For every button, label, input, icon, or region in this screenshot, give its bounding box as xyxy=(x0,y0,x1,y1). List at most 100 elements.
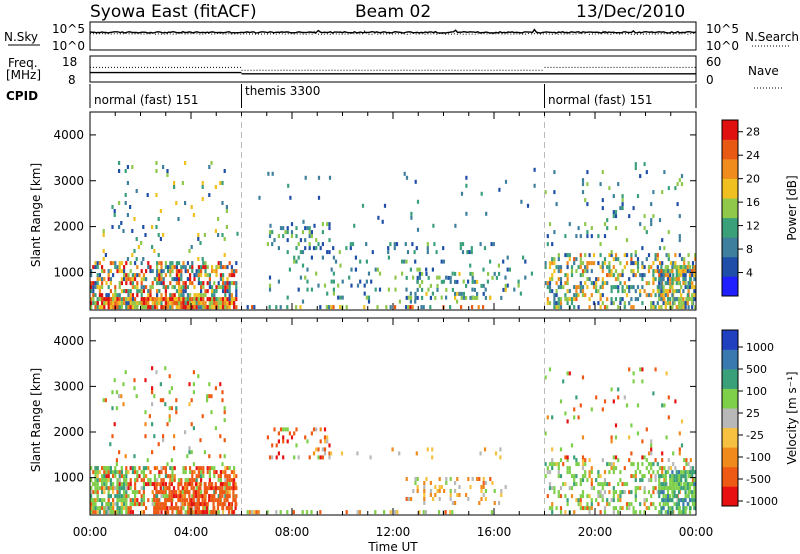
velocity-cell xyxy=(662,502,665,507)
power-cell xyxy=(213,281,216,286)
velocity-cell xyxy=(619,470,622,475)
velocity-cell xyxy=(551,506,554,511)
velocity-cell xyxy=(667,395,670,400)
power-cell xyxy=(321,222,324,227)
velocity-cell xyxy=(159,482,162,487)
power-cell xyxy=(275,305,278,310)
velocity-cell xyxy=(136,490,139,495)
power-cell xyxy=(120,289,123,294)
power-cell xyxy=(217,217,220,221)
power-cell xyxy=(619,206,622,211)
colorbar-tick-label: 24 xyxy=(746,149,760,162)
velocity-cell xyxy=(684,486,687,491)
power-cell xyxy=(116,305,119,310)
power-cell xyxy=(553,301,556,306)
power-cell xyxy=(144,233,147,237)
power-cell xyxy=(202,293,205,298)
power-cell xyxy=(584,265,587,270)
velocity-cell xyxy=(230,470,233,475)
power-cell xyxy=(175,261,178,266)
velocity-cell xyxy=(179,498,182,503)
power-cell xyxy=(149,265,152,270)
power-cell xyxy=(497,263,500,268)
power-cell xyxy=(226,305,229,310)
velocity-cell xyxy=(647,470,651,475)
power-cell xyxy=(271,242,274,247)
power-cell xyxy=(164,273,167,278)
velocity-cell xyxy=(438,489,441,493)
power-cell xyxy=(118,225,121,229)
power-cell xyxy=(308,246,311,251)
velocity-cell xyxy=(109,470,112,475)
power-cell xyxy=(584,253,587,258)
velocity-cell xyxy=(173,466,176,471)
power-cell xyxy=(109,261,112,266)
power-cell xyxy=(619,297,622,302)
power-cell xyxy=(189,297,192,302)
power-cell xyxy=(145,297,148,302)
velocity-cell xyxy=(559,474,563,479)
velocity-cell xyxy=(116,498,119,503)
power-cell xyxy=(301,263,305,268)
velocity-cell xyxy=(159,398,162,403)
velocity-cell xyxy=(590,486,593,491)
velocity-cell xyxy=(208,394,211,399)
velocity-cell xyxy=(169,466,172,471)
velocity-cell xyxy=(162,478,165,483)
power-cell xyxy=(167,305,170,310)
power-cell xyxy=(647,293,651,298)
power-cell xyxy=(162,277,165,282)
power-cell xyxy=(568,222,571,227)
power-cell xyxy=(445,275,448,280)
velocity-cell xyxy=(227,494,231,499)
velocity-cell xyxy=(636,431,640,436)
power-cell xyxy=(524,275,527,280)
velocity-cell xyxy=(693,478,696,483)
power-cell xyxy=(564,297,567,302)
power-cell xyxy=(151,285,154,290)
power-cell xyxy=(235,297,238,302)
velocity-cell xyxy=(202,470,205,475)
power-cell xyxy=(156,293,159,298)
velocity-cell xyxy=(96,470,99,475)
power-cell xyxy=(167,285,170,290)
power-cell xyxy=(575,285,578,290)
power-cell xyxy=(482,283,485,288)
power-cell xyxy=(133,217,136,221)
power-cell xyxy=(677,281,681,286)
power-cell xyxy=(548,222,552,227)
power-cell xyxy=(658,297,661,302)
velocity-cell xyxy=(216,498,220,503)
velocity-cell xyxy=(210,486,213,491)
power-cell xyxy=(557,257,560,262)
power-cell xyxy=(226,301,229,306)
power-cell xyxy=(606,305,609,310)
velocity-cell xyxy=(658,486,661,491)
power-cell xyxy=(557,269,560,274)
velocity-cell xyxy=(149,470,152,475)
velocity-cell xyxy=(326,435,329,440)
velocity-cell xyxy=(170,482,173,487)
power-cell xyxy=(114,285,117,290)
velocity-cell xyxy=(612,498,615,503)
power-cell xyxy=(180,269,183,274)
power-cell xyxy=(134,277,137,282)
velocity-cell xyxy=(671,498,674,503)
power-cell xyxy=(595,281,598,286)
velocity-cell xyxy=(422,510,425,515)
power-cell xyxy=(94,285,97,290)
colorbar-swatch xyxy=(722,139,738,160)
power-cell xyxy=(652,269,655,274)
velocity-cell xyxy=(672,451,675,456)
power-cell xyxy=(140,289,143,294)
velocity-cell xyxy=(208,454,211,459)
velocity-cell xyxy=(662,486,665,491)
velocity-cell xyxy=(232,486,235,491)
power-cell xyxy=(667,257,670,262)
power-cell xyxy=(467,279,470,284)
power-cell xyxy=(661,261,664,266)
velocity-cell xyxy=(630,502,633,507)
power-cell xyxy=(184,161,187,165)
velocity-cell xyxy=(192,486,195,491)
power-cell xyxy=(182,297,185,302)
